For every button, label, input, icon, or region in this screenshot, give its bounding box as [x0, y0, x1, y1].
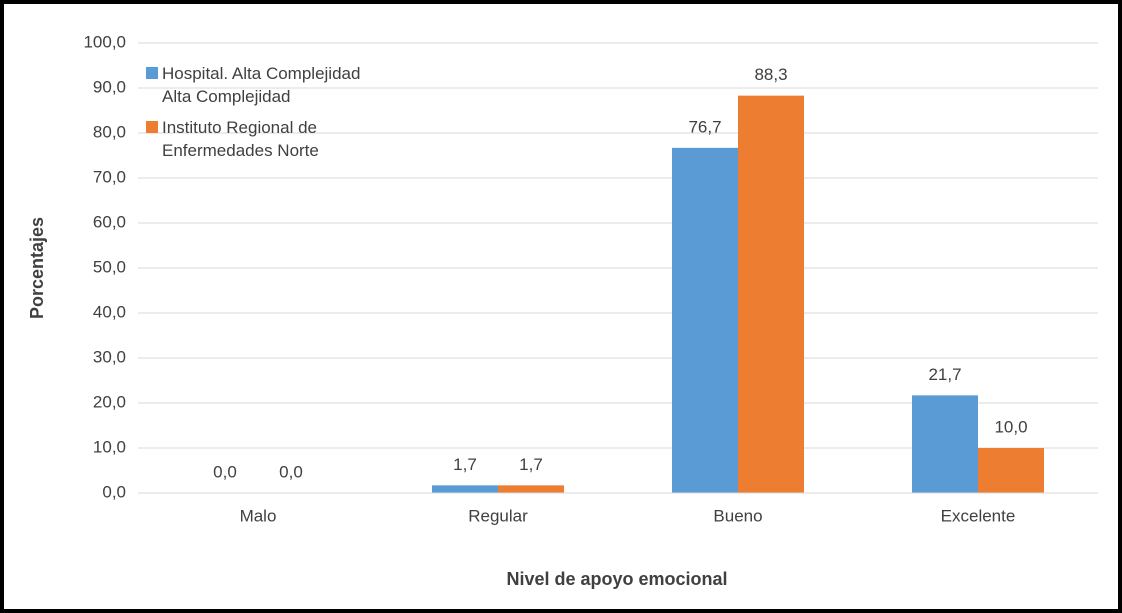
- data-label: 21,7: [928, 365, 961, 384]
- bar: [738, 95, 804, 494]
- y-tick-label: 30,0: [93, 347, 126, 366]
- bar: [978, 448, 1044, 493]
- data-label: 88,3: [754, 65, 787, 84]
- x-tick-label: Bueno: [713, 506, 762, 525]
- legend-item: Instituto Regional de Enfermedades Norte: [146, 116, 386, 162]
- data-label: 10,0: [994, 417, 1027, 436]
- y-tick-label: 90,0: [93, 77, 126, 96]
- data-label: 76,7: [688, 117, 721, 136]
- y-tick-label: 100,0: [83, 32, 126, 51]
- y-tick-label: 50,0: [93, 257, 126, 276]
- x-axis-label: Nivel de apoyo emocional: [506, 569, 727, 589]
- legend-label: Instituto Regional de Enfermedades Norte: [162, 118, 319, 160]
- legend-swatch: [146, 121, 158, 133]
- y-tick-label: 10,0: [93, 437, 126, 456]
- x-tick-label: Excelente: [941, 506, 1016, 525]
- y-tick-label: 20,0: [93, 392, 126, 411]
- legend: Hospital. Alta Complejidad Alta Compleji…: [146, 62, 386, 170]
- y-tick-label: 80,0: [93, 122, 126, 141]
- bar: [432, 485, 498, 493]
- y-tick-label: 40,0: [93, 302, 126, 321]
- bar: [912, 395, 978, 493]
- legend-label: Hospital. Alta Complejidad Alta Compleji…: [162, 64, 361, 106]
- x-tick-label: Regular: [468, 506, 528, 525]
- data-label: 0,0: [213, 462, 237, 481]
- x-tick-label: Malo: [240, 506, 277, 525]
- data-label: 1,7: [453, 455, 477, 474]
- bar: [498, 485, 564, 493]
- data-label: 0,0: [279, 462, 303, 481]
- y-tick-label: 60,0: [93, 212, 126, 231]
- y-tick-label: 70,0: [93, 167, 126, 186]
- legend-item: Hospital. Alta Complejidad Alta Compleji…: [146, 62, 386, 108]
- bar: [672, 147, 738, 493]
- legend-swatch: [146, 67, 158, 79]
- y-tick-label: 0,0: [102, 482, 126, 501]
- y-axis-label: Porcentajes: [27, 217, 47, 319]
- data-label: 1,7: [519, 455, 543, 474]
